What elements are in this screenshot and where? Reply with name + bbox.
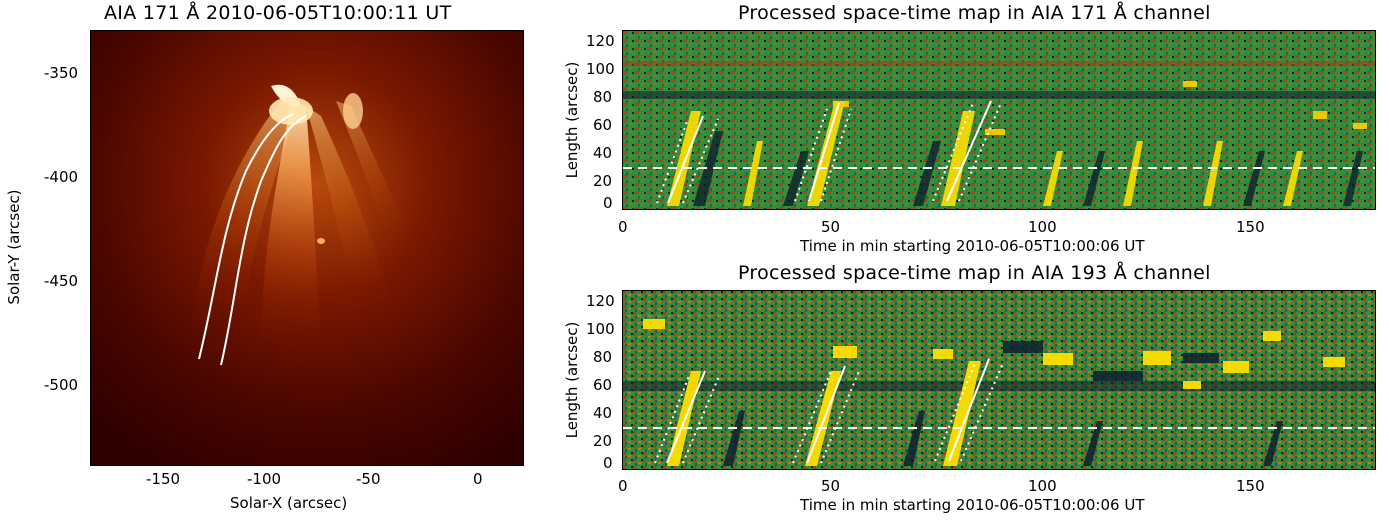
bottom-ytick-label: 60 (593, 376, 613, 394)
space-time-map-171 (622, 30, 1376, 210)
bottom-ytick-label: 20 (593, 432, 613, 450)
left-ytick-label: -400 (44, 168, 79, 186)
top-panel-title: Processed space-time map in AIA 171 Å ch… (738, 2, 1211, 24)
bottom-ylabel: Length (arcsec) (563, 321, 581, 439)
bottom-ytick-label: 40 (593, 404, 613, 422)
top-xtick-label: 50 (821, 218, 841, 236)
left-xtick-label: -150 (146, 470, 181, 488)
top-xtick-label: 0 (618, 218, 628, 236)
aia-171-image (90, 30, 524, 466)
aia-171-image-graphic (91, 31, 523, 465)
bottom-xtick-label: 50 (821, 477, 841, 495)
bottom-panel-title: Processed space-time map in AIA 193 Å ch… (738, 262, 1211, 284)
top-xtick-label: 100 (1028, 218, 1057, 236)
top-ytick-label: 100 (586, 60, 615, 78)
top-ytick-label: 20 (593, 172, 613, 190)
bottom-ytick-label: 80 (593, 348, 613, 366)
bottom-xtick-label: 150 (1236, 477, 1265, 495)
left-ytick-label: -500 (44, 376, 79, 394)
left-ylabel: Solar-Y (arcsec) (5, 189, 23, 305)
left-xtick-label: 0 (473, 470, 483, 488)
left-xlabel: Solar-X (arcsec) (230, 494, 348, 512)
top-ytick-label: 120 (586, 32, 615, 50)
bottom-ytick-label: 100 (586, 320, 615, 338)
bottom-xlabel: Time in min starting 2010-06-05T10:00:06… (800, 496, 1145, 514)
bottom-xtick-label: 100 (1028, 477, 1057, 495)
bottom-ytick-label: 120 (586, 292, 615, 310)
space-time-map-193 (622, 290, 1376, 470)
top-xtick-label: 150 (1236, 218, 1265, 236)
top-ytick-label: 0 (603, 194, 613, 212)
space-time-map-193-graphic (623, 291, 1375, 469)
left-ytick-label: -450 (44, 272, 79, 290)
left-panel-title: AIA 171 Å 2010-06-05T10:00:11 UT (104, 2, 452, 24)
top-ylabel: Length (arcsec) (563, 61, 581, 179)
top-ytick-label: 40 (593, 144, 613, 162)
left-xtick-label: -50 (356, 470, 381, 488)
bottom-xtick-label: 0 (618, 477, 628, 495)
bottom-ytick-label: 0 (603, 454, 613, 472)
left-xtick-label: -100 (247, 470, 282, 488)
top-xlabel: Time in min starting 2010-06-05T10:00:06… (800, 237, 1145, 255)
left-ytick-label: -350 (44, 64, 79, 82)
top-ytick-label: 60 (593, 116, 613, 134)
space-time-map-171-graphic (623, 31, 1375, 209)
top-ytick-label: 80 (593, 88, 613, 106)
